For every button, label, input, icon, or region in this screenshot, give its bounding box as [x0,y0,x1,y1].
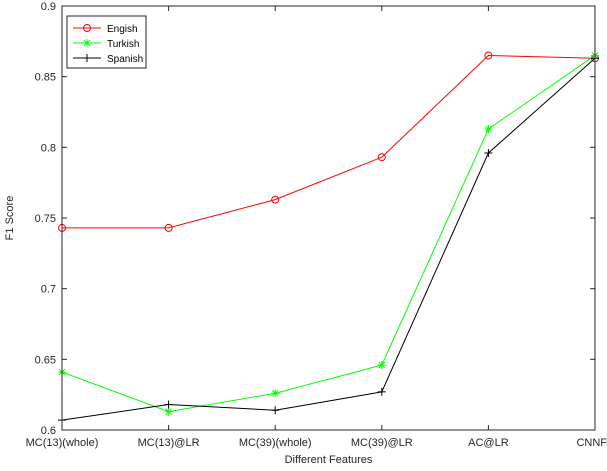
data-point [484,125,492,133]
y-axis-label: F1 Score [4,196,16,241]
y-tick-label: 0.6 [41,425,56,437]
data-point [271,389,279,397]
x-tick-label: MC(13)(whole) [26,437,99,449]
legend-label: Turkish [107,39,139,50]
legend-label: Spanish [107,54,143,65]
legend-label: Engish [107,24,138,35]
y-tick-label: 0.7 [41,284,56,296]
x-tick-label: MC(13)@LR [138,437,200,449]
x-tick-label: CNNF [576,437,607,449]
y-tick-label: 0.85 [35,72,56,84]
data-point [83,39,91,47]
data-point [165,408,173,416]
x-tick-label: MC(39)@LR [351,437,413,449]
x-tick-label: AC@LR [468,437,509,449]
y-tick-label: 0.75 [35,213,56,225]
y-tick-label: 0.9 [41,1,56,13]
x-tick-label: MC(39)(whole) [239,437,312,449]
data-point [378,361,386,369]
y-tick-label: 0.8 [41,142,56,154]
y-tick-label: 0.65 [35,354,56,366]
legend: Engish Turkish Spanish [67,16,146,68]
x-axis-label: Different Features [285,454,373,466]
